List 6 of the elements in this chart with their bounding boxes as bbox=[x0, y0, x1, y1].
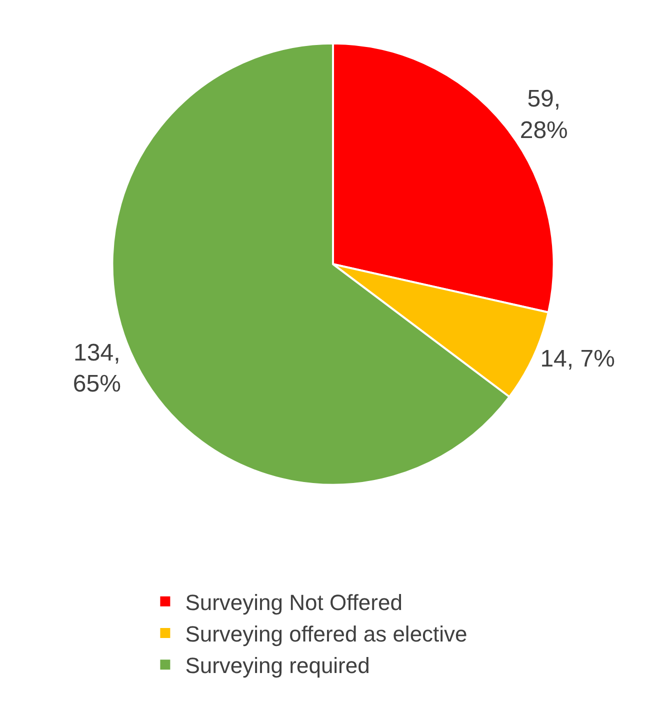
legend-label: Surveying offered as elective bbox=[185, 622, 468, 647]
legend-label: Surveying required bbox=[185, 653, 370, 678]
legend-label: Surveying Not Offered bbox=[185, 590, 402, 615]
data-label: 134, 65% bbox=[72, 339, 121, 398]
data-label: 59, 28% bbox=[520, 86, 568, 144]
data-label: 14, 7% bbox=[540, 346, 615, 373]
